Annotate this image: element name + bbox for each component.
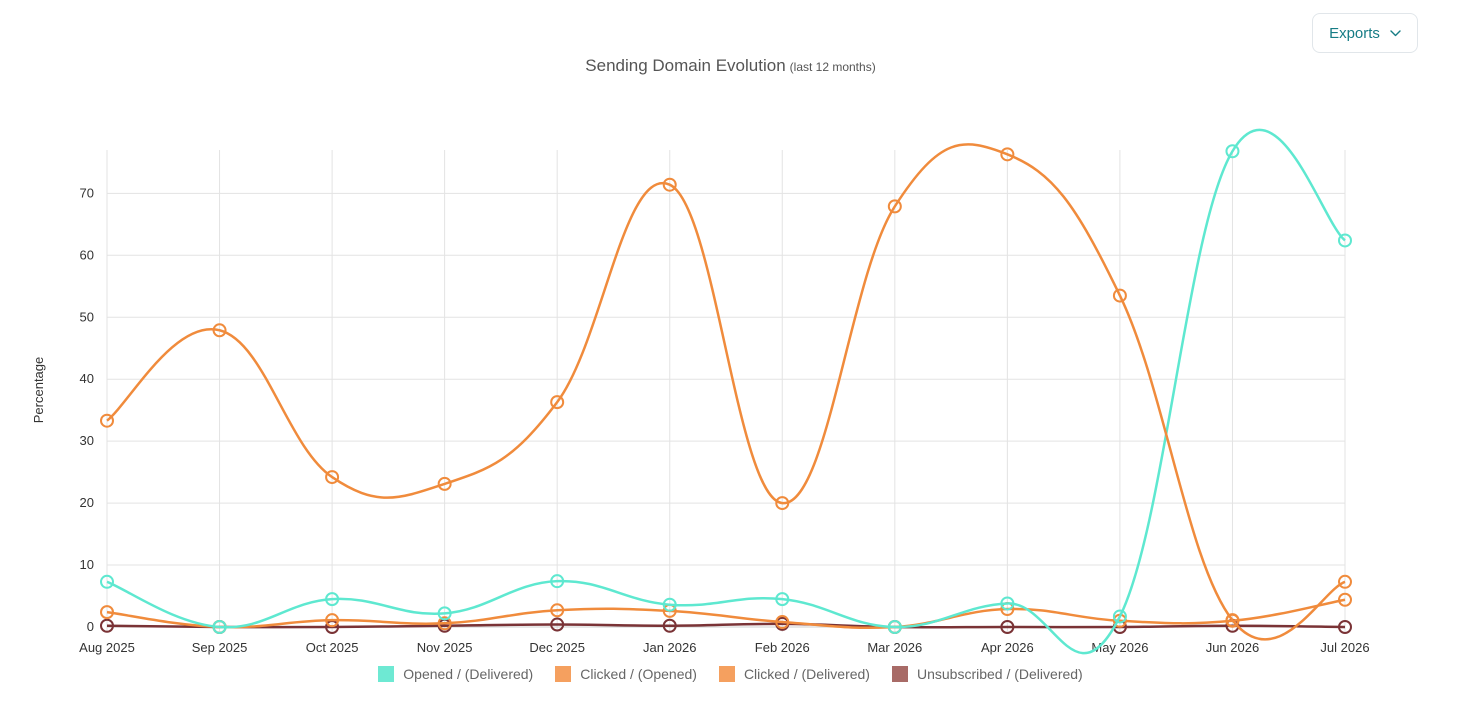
x-tick-label: Jul 2026: [1320, 640, 1369, 655]
data-point[interactable]: [550, 574, 565, 589]
data-point[interactable]: [1112, 288, 1127, 303]
exports-button[interactable]: Exports: [1312, 13, 1418, 53]
data-point[interactable]: [1338, 574, 1352, 589]
chart-title: Sending Domain Evolution: [585, 56, 786, 75]
data-point[interactable]: [1225, 144, 1240, 159]
legend-item[interactable]: Opened / (Delivered): [378, 666, 533, 682]
exports-button-label: Exports: [1329, 24, 1380, 42]
y-tick-label: 20: [80, 495, 94, 510]
legend-item[interactable]: Unsubscribed / (Delivered): [891, 666, 1083, 682]
chart-subtitle: (last 12 months): [789, 60, 876, 74]
legend-swatch: [891, 666, 908, 682]
y-tick-label: 10: [80, 557, 94, 572]
y-tick-label: 30: [80, 433, 94, 448]
data-point[interactable]: [662, 597, 677, 612]
data-point[interactable]: [1112, 609, 1127, 624]
data-point[interactable]: [100, 574, 114, 589]
data-point[interactable]: [1225, 613, 1240, 628]
data-point[interactable]: [1338, 592, 1352, 607]
x-tick-label: Jan 2026: [643, 640, 697, 655]
legend-item[interactable]: Clicked / (Opened): [555, 666, 697, 682]
data-point[interactable]: [662, 177, 677, 192]
chart-legend: Opened / (Delivered) Clicked / (Opened) Cl…: [0, 666, 1461, 682]
data-point[interactable]: [775, 496, 790, 511]
y-tick-label: 0: [87, 619, 94, 634]
data-point[interactable]: [325, 592, 340, 607]
data-point[interactable]: [662, 618, 677, 633]
data-point[interactable]: [1338, 233, 1352, 248]
x-tick-label: Dec 2025: [529, 640, 585, 655]
legend-label: Clicked / (Opened): [580, 666, 697, 682]
data-point[interactable]: [887, 199, 902, 214]
data-point[interactable]: [775, 592, 790, 607]
y-tick-label: 60: [80, 247, 94, 262]
x-tick-label: Mar 2026: [867, 640, 922, 655]
y-tick-label: 50: [80, 309, 94, 324]
legend-label: Unsubscribed / (Delivered): [916, 666, 1083, 682]
y-tick-label: 40: [80, 371, 94, 386]
legend-swatch: [718, 666, 735, 682]
series-line-2: [106, 143, 1346, 641]
x-tick-label: Nov 2025: [417, 640, 473, 655]
data-point[interactable]: [437, 616, 452, 631]
data-point[interactable]: [212, 323, 227, 338]
series-line-4: [106, 622, 1346, 629]
data-point[interactable]: [325, 470, 340, 485]
data-point[interactable]: [325, 613, 340, 628]
data-point[interactable]: [1000, 620, 1015, 634]
x-tick-label: Apr 2026: [981, 640, 1034, 655]
data-point[interactable]: [550, 395, 565, 410]
data-point[interactable]: [887, 620, 902, 634]
chart-title-block: Sending Domain Evolution (last 12 months): [0, 56, 1461, 76]
data-point[interactable]: [1000, 596, 1015, 611]
data-point[interactable]: [100, 618, 114, 633]
data-point[interactable]: [437, 476, 452, 491]
x-tick-label: Feb 2026: [755, 640, 810, 655]
legend-swatch: [378, 666, 395, 682]
x-tick-label: May 2026: [1091, 640, 1148, 655]
x-tick-label: Sep 2025: [192, 640, 248, 655]
series-line-1: [106, 128, 1346, 655]
data-point[interactable]: [212, 620, 227, 634]
legend-label: Clicked / (Delivered): [743, 666, 870, 682]
data-point[interactable]: [1338, 620, 1352, 634]
data-point[interactable]: [1000, 147, 1015, 162]
y-tick-label: 70: [80, 185, 94, 200]
chevron-down-icon: [1390, 29, 1401, 37]
data-point[interactable]: [100, 413, 114, 428]
data-point[interactable]: [550, 617, 565, 632]
series-line-3: [106, 598, 1346, 630]
x-tick-label: Aug 2025: [79, 640, 135, 655]
data-point[interactable]: [437, 606, 452, 621]
data-point[interactable]: [550, 603, 565, 618]
y-axis-label: Percentage: [31, 357, 46, 424]
data-point[interactable]: [100, 605, 114, 620]
data-point[interactable]: [775, 615, 790, 630]
x-tick-label: Jun 2026: [1206, 640, 1260, 655]
x-tick-label: Oct 2025: [306, 640, 359, 655]
legend-label: Opened / (Delivered): [403, 666, 534, 682]
legend-swatch: [555, 666, 572, 682]
legend-item[interactable]: Clicked / (Delivered): [718, 666, 870, 682]
